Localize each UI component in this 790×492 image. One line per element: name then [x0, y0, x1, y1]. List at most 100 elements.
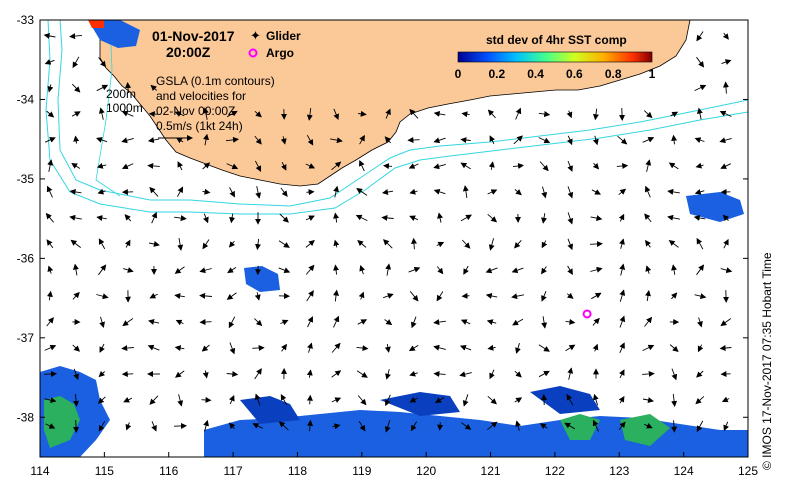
velocity-arrow: [176, 137, 184, 144]
velocity-arrow: [592, 135, 599, 146]
velocity-arrow: [383, 163, 393, 170]
velocity-arrow: [307, 419, 314, 432]
velocity-arrow: [227, 267, 237, 274]
velocity-arrow: [202, 188, 211, 195]
velocity-arrow: [306, 394, 313, 405]
velocity-arrow: [541, 291, 547, 302]
velocity-arrow: [618, 421, 626, 430]
velocity-arrow: [538, 137, 551, 144]
velocity-arrow: [668, 162, 679, 170]
velocity-arrow: [619, 263, 626, 276]
velocity-arrow: [720, 163, 731, 169]
velocity-arrow: [409, 215, 419, 222]
velocity-arrow: [592, 419, 599, 432]
velocity-arrow: [356, 345, 369, 352]
velocity-arrow: [306, 108, 313, 121]
velocity-arrow: [720, 318, 732, 327]
velocity-arrow: [199, 292, 212, 299]
velocity-arrow: [696, 237, 704, 250]
velocity-arrow: [199, 319, 212, 326]
velocity-arrow: [590, 240, 603, 247]
velocity-arrow: [461, 111, 470, 118]
velocity-arrow: [541, 213, 547, 224]
velocity-arrow: [433, 319, 446, 326]
velocity-arrow: [645, 290, 651, 302]
velocity-arrow: [280, 319, 289, 326]
velocity-arrow: [410, 237, 417, 250]
velocity-arrow: [333, 264, 340, 275]
velocity-arrow: [643, 110, 653, 119]
velocity-arrow: [44, 397, 57, 404]
velocity-arrow: [147, 344, 160, 351]
velocity-arrow: [72, 291, 80, 300]
colorbar-tick-label: 0: [455, 67, 462, 81]
velocity-arrow: [567, 265, 573, 275]
velocity-arrow: [515, 342, 521, 354]
velocity-arrow: [280, 161, 287, 171]
velocity-arrow: [307, 316, 313, 328]
velocity-arrow: [229, 342, 236, 355]
velocity-arrow: [357, 239, 367, 248]
velocity-arrow: [72, 263, 79, 276]
velocity-arrow: [566, 292, 574, 299]
map-date: 01-Nov-2017: [152, 28, 235, 44]
velocity-arrow: [644, 213, 652, 223]
velocity-arrow: [723, 421, 729, 432]
velocity-arrow: [305, 239, 315, 248]
velocity-arrow: [618, 213, 625, 222]
velocity-arrow: [719, 345, 732, 352]
velocity-arrow: [332, 423, 341, 430]
velocity-arrow: [73, 394, 80, 407]
velocity-arrow: [460, 162, 471, 170]
velocity-arrow: [433, 163, 446, 170]
velocity-arrow: [226, 163, 239, 170]
velocity-arrow: [511, 267, 524, 274]
glider-symbol: ✦: [250, 28, 261, 43]
velocity-arrow: [43, 32, 56, 39]
velocity-arrow: [565, 344, 576, 352]
velocity-arrow: [44, 59, 55, 65]
velocity-arrow: [305, 163, 316, 169]
velocity-arrow: [202, 370, 209, 379]
velocity-arrow: [541, 266, 547, 275]
velocity-arrow: [46, 185, 53, 198]
velocity-arrow: [333, 289, 340, 302]
velocity-arrow: [671, 368, 678, 381]
velocity-arrow: [591, 292, 602, 300]
velocity-arrow: [642, 397, 654, 403]
velocity-arrow: [696, 264, 705, 276]
gsla-note-2: and velocities for: [156, 89, 246, 103]
velocity-arrow: [433, 110, 446, 117]
velocity-arrow: [592, 108, 599, 121]
velocity-arrow: [359, 159, 365, 172]
velocity-arrow: [121, 137, 134, 144]
velocity-arrow: [174, 266, 185, 274]
velocity-arrow: [226, 110, 238, 118]
velocity-arrow: [125, 82, 131, 94]
velocity-arrow: [382, 189, 394, 195]
velocity-arrow: [487, 109, 496, 119]
velocity-arrow: [149, 292, 158, 299]
velocity-arrow: [722, 32, 729, 40]
y-tick-label: -34: [17, 92, 35, 106]
velocity-arrow: [385, 108, 391, 119]
velocity-arrow: [175, 319, 184, 326]
gsla-note-1: GSLA (0.1m contours): [156, 74, 275, 88]
y-tick-label: -36: [17, 251, 35, 265]
credit-text: © IMOS 17-Nov-2017 07:35 Hobart Time: [760, 252, 774, 470]
velocity-arrow: [696, 420, 704, 432]
velocity-arrow: [46, 110, 55, 118]
velocity-arrow: [252, 423, 263, 429]
velocity-arrow: [96, 162, 107, 169]
argo-float-marker[interactable]: [582, 309, 592, 319]
velocity-arrow: [696, 31, 704, 42]
velocity-arrow: [148, 319, 160, 325]
velocity-arrow: [226, 371, 239, 378]
velocity-arrow: [567, 186, 574, 199]
velocity-arrow: [460, 137, 471, 144]
velocity-arrow: [722, 214, 730, 222]
velocity-arrow: [71, 162, 81, 169]
velocity-arrow: [46, 317, 54, 327]
velocity-arrow: [333, 212, 340, 223]
velocity-arrow: [279, 213, 289, 223]
